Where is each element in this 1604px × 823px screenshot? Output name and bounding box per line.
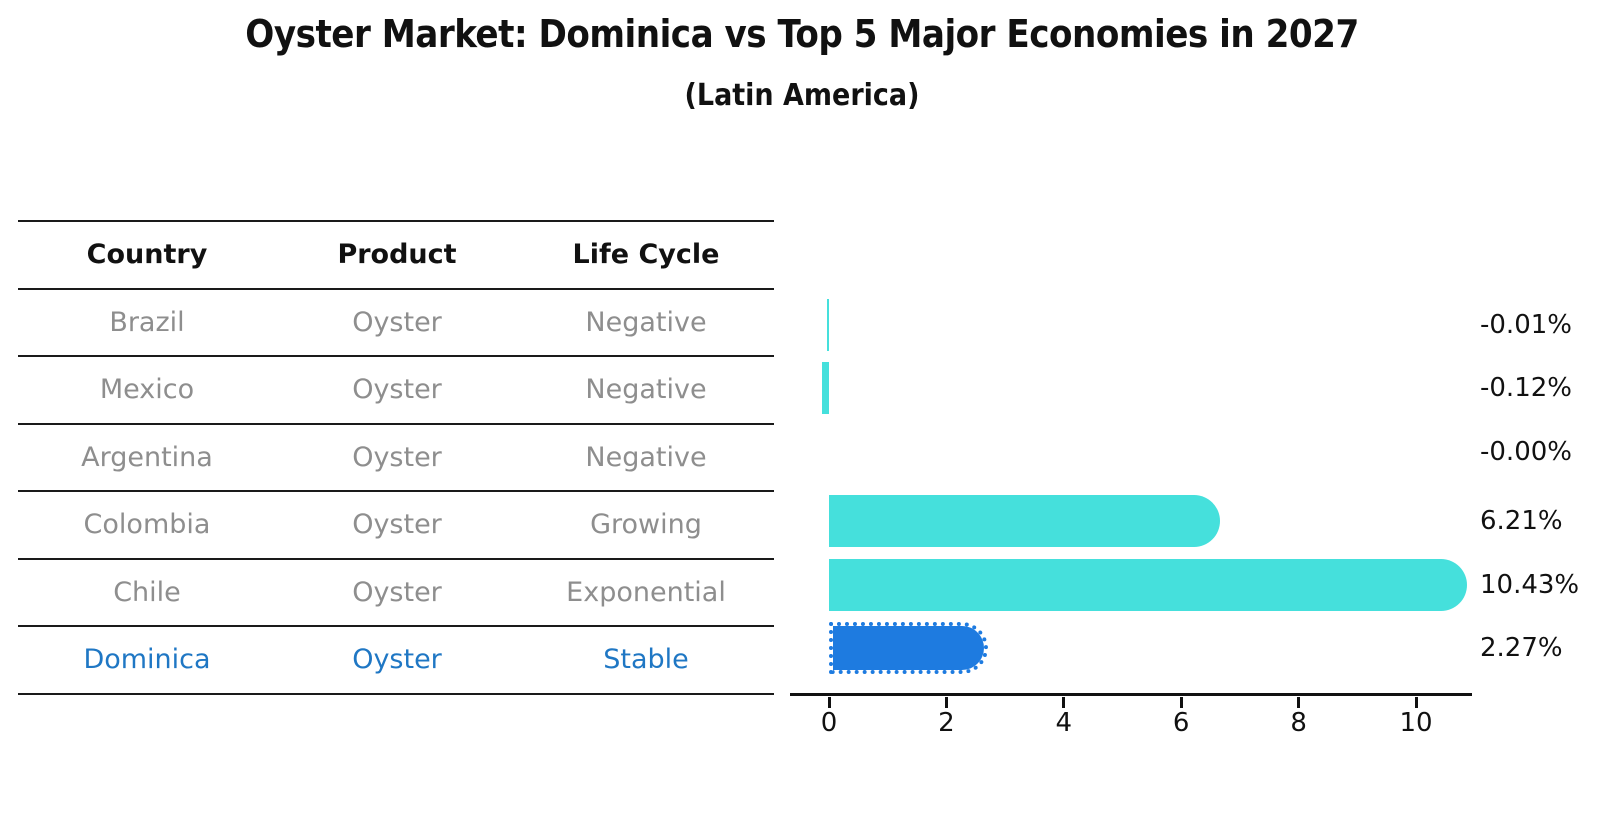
table-row: Brazil Oyster Negative <box>18 290 774 357</box>
x-tick-10 <box>1414 697 1418 708</box>
column-header-product: Product <box>337 239 457 271</box>
x-tick-label-10: 10 <box>1399 708 1433 738</box>
x-tick-0 <box>827 697 831 708</box>
cell-country: Argentina <box>81 441 213 473</box>
table-header-row: Country Product Life Cycle <box>18 222 774 290</box>
value-label-dominica: 2.27% <box>1480 633 1563 663</box>
cell-country: Colombia <box>83 509 211 541</box>
cell-life-cycle: Negative <box>585 441 707 473</box>
value-label-colombia: 6.21% <box>1480 506 1563 536</box>
country-table: Country Product Life Cycle Brazil Oyster… <box>18 220 774 695</box>
chart-subtitle: (Latin America) <box>684 78 920 113</box>
cell-product: Oyster <box>352 441 442 473</box>
bar-brazil <box>827 299 829 351</box>
chart-title: Oyster Market: Dominica vs Top 5 Major E… <box>245 12 1359 56</box>
column-header-country: Country <box>86 239 208 271</box>
x-tick-label-4: 4 <box>1055 708 1073 738</box>
bar-colombia <box>829 495 1220 547</box>
bar-dominica <box>829 622 989 674</box>
column-header-life-cycle: Life Cycle <box>572 239 720 271</box>
cell-product: Oyster <box>352 509 442 541</box>
value-label-brazil: -0.01% <box>1480 310 1572 340</box>
x-tick-8 <box>1297 697 1301 708</box>
cell-country: Chile <box>113 576 181 608</box>
x-tick-label-8: 8 <box>1290 708 1307 738</box>
cell-product: Oyster <box>352 374 442 406</box>
table-row: Dominica Oyster Stable <box>18 627 774 695</box>
cell-country: Brazil <box>109 306 185 338</box>
table-row: Mexico Oyster Negative <box>18 357 774 425</box>
cell-product: Oyster <box>352 576 442 608</box>
x-tick-6 <box>1179 697 1183 708</box>
value-label-chile: 10.43% <box>1480 570 1580 600</box>
x-tick-label-2: 2 <box>938 708 955 738</box>
cell-life-cycle: Growing <box>590 509 702 541</box>
table-row: Chile Oyster Exponential <box>18 560 774 627</box>
cell-life-cycle: Stable <box>603 644 689 676</box>
bar-mexico <box>821 362 829 414</box>
value-label-argentina: -0.00% <box>1480 437 1572 467</box>
cell-country: Mexico <box>99 374 195 406</box>
value-label-mexico: -0.12% <box>1480 373 1572 403</box>
x-tick-2 <box>944 697 948 708</box>
bar-chile <box>829 559 1468 611</box>
cell-life-cycle: Negative <box>585 374 707 406</box>
x-tick-label-0: 0 <box>820 708 838 738</box>
x-tick-label-6: 6 <box>1172 708 1190 738</box>
cell-life-cycle: Negative <box>585 306 707 338</box>
x-tick-4 <box>1062 697 1066 708</box>
cell-product: Oyster <box>352 306 442 338</box>
cell-product: Oyster <box>352 644 442 676</box>
cell-country: Dominica <box>83 644 211 676</box>
table-row: Argentina Oyster Negative <box>18 425 774 492</box>
x-axis-line <box>790 693 1472 696</box>
cell-life-cycle: Exponential <box>566 576 726 608</box>
table-row: Colombia Oyster Growing <box>18 492 774 560</box>
